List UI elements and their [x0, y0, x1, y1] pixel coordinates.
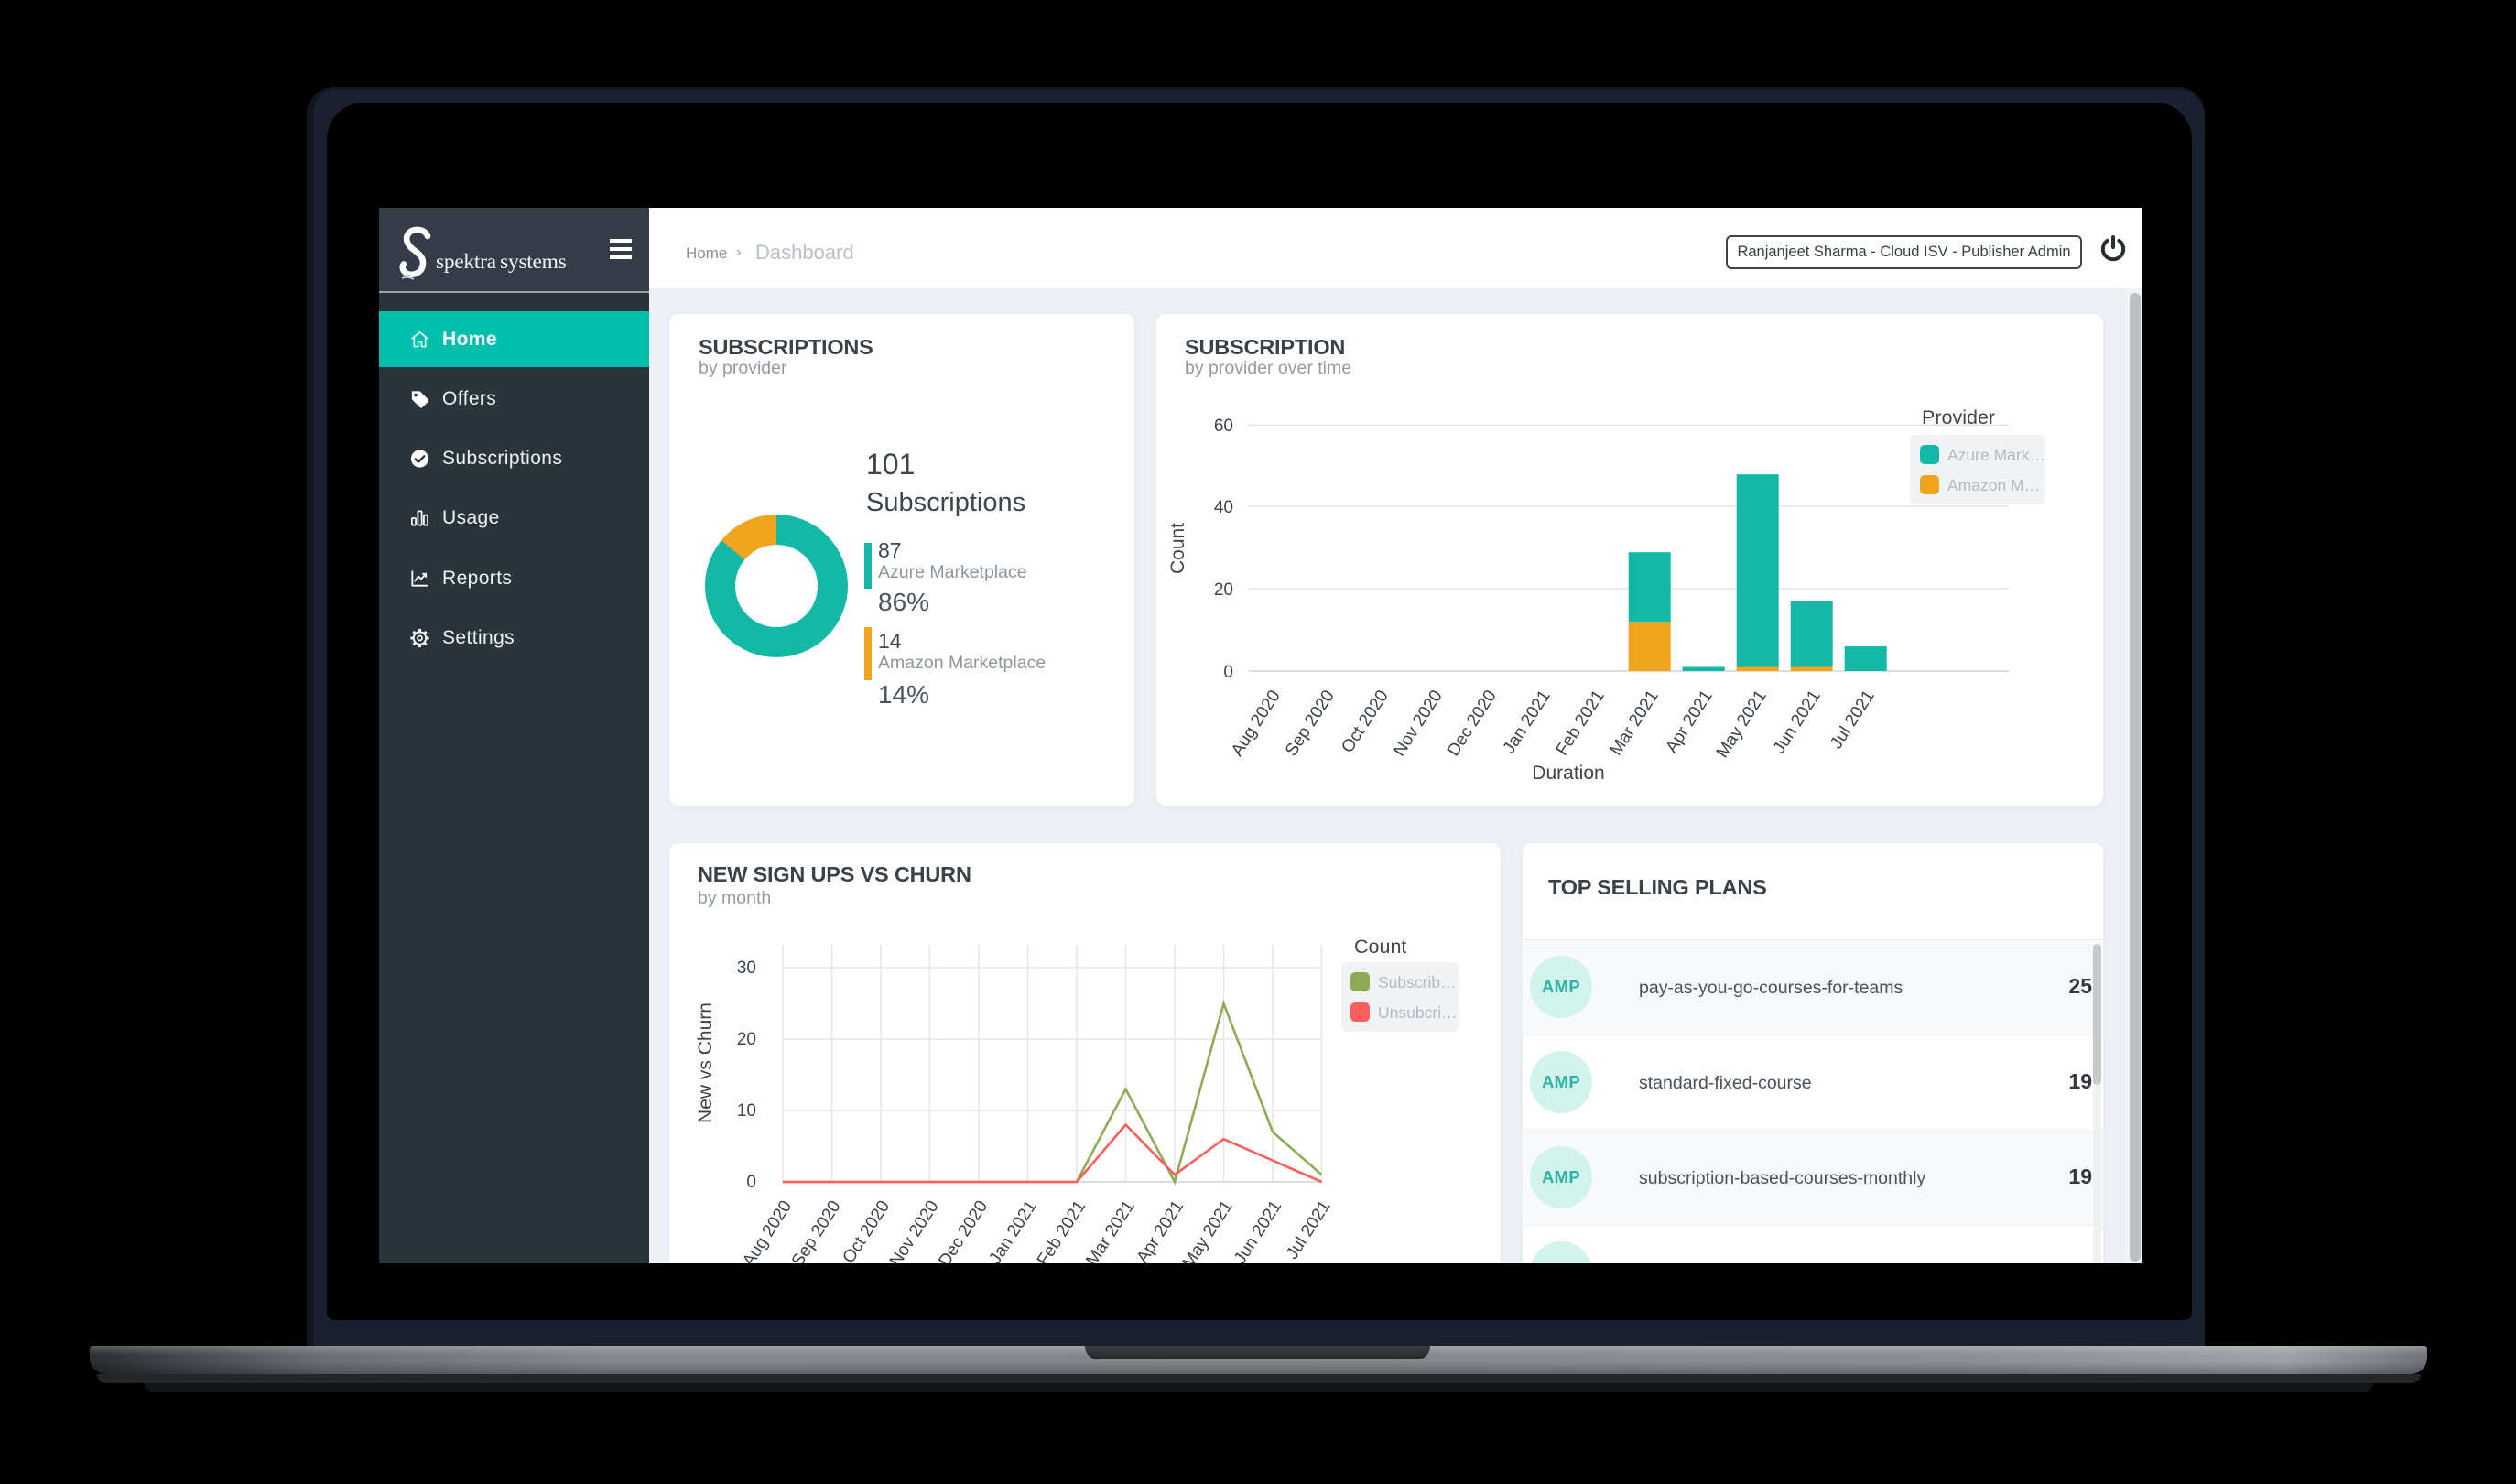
svg-text:Aug 2020: Aug 2020	[1228, 687, 1285, 760]
svg-text:Azure Mark…: Azure Mark…	[1947, 446, 2045, 464]
svg-text:Jun 2021: Jun 2021	[1770, 687, 1825, 757]
svg-text:0: 0	[1223, 663, 1233, 682]
svg-text:Oct 2020: Oct 2020	[840, 1197, 895, 1263]
svg-text:Nov 2020: Nov 2020	[886, 1197, 943, 1263]
svg-text:Dec 2020: Dec 2020	[935, 1197, 992, 1263]
svg-text:Oct 2020: Oct 2020	[1338, 687, 1393, 756]
svg-text:Dec 2020: Dec 2020	[1444, 687, 1501, 760]
svg-text:10: 10	[737, 1101, 756, 1121]
svg-text:Unsubcri…: Unsubcri…	[1378, 1003, 1458, 1022]
svg-text:Jul 2021: Jul 2021	[1827, 687, 1879, 753]
svg-text:Apr 2021: Apr 2021	[1133, 1197, 1188, 1263]
svg-text:20: 20	[737, 1030, 756, 1049]
svg-text:Provider: Provider	[1922, 406, 1995, 428]
svg-text:Nov 2020: Nov 2020	[1390, 687, 1447, 760]
svg-text:May 2021: May 2021	[1713, 687, 1771, 761]
svg-text:Jan 2021: Jan 2021	[985, 1197, 1040, 1263]
svg-text:Sep 2020: Sep 2020	[1282, 687, 1339, 760]
svg-text:Jan 2021: Jan 2021	[1500, 687, 1555, 757]
svg-text:Feb 2021: Feb 2021	[1553, 687, 1609, 759]
svg-text:Apr 2021: Apr 2021	[1662, 687, 1717, 756]
svg-text:New vs Churn: New vs Churn	[695, 1002, 716, 1123]
svg-text:20: 20	[1214, 580, 1233, 600]
svg-text:40: 40	[1214, 498, 1233, 517]
svg-text:Duration: Duration	[1532, 763, 1604, 784]
svg-text:Amazon M…: Amazon M…	[1947, 476, 2040, 494]
svg-text:Subscrib…: Subscrib…	[1378, 973, 1457, 991]
svg-text:Count: Count	[1354, 936, 1406, 958]
svg-text:Jul 2021: Jul 2021	[1283, 1197, 1335, 1263]
svg-text:Feb 2021: Feb 2021	[1034, 1197, 1090, 1263]
svg-text:Sep 2020: Sep 2020	[788, 1197, 845, 1263]
svg-text:Count: Count	[1167, 523, 1188, 574]
svg-text:Mar 2021: Mar 2021	[1082, 1197, 1138, 1263]
svg-text:Mar 2021: Mar 2021	[1607, 687, 1663, 759]
svg-text:60: 60	[1214, 417, 1233, 436]
svg-text:May 2021: May 2021	[1179, 1197, 1237, 1263]
svg-text:Aug 2020: Aug 2020	[739, 1197, 796, 1263]
svg-text:30: 30	[737, 959, 756, 978]
svg-text:0: 0	[746, 1173, 756, 1192]
svg-text:Jun 2021: Jun 2021	[1231, 1197, 1285, 1263]
